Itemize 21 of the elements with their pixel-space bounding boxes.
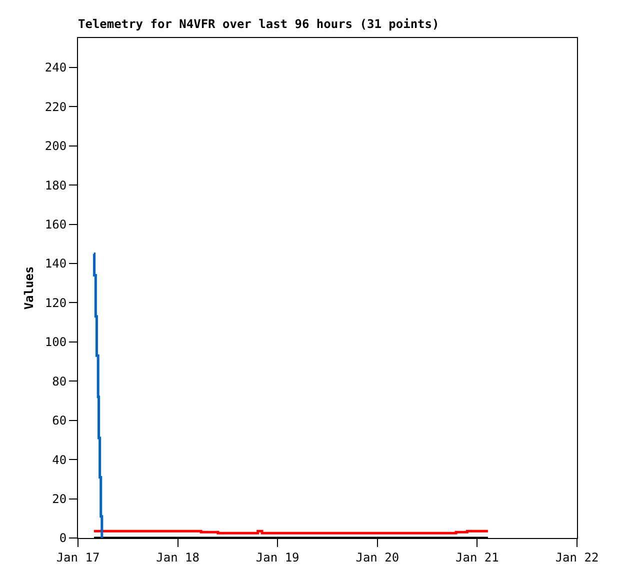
y-tick-label: 60 (52, 414, 67, 428)
y-axis-title: Values (22, 266, 36, 310)
chart-title: Telemetry for N4VFR over last 96 hours (31 points) (78, 17, 440, 32)
y-tick-label: 220 (44, 100, 67, 114)
x-tick-label: Jan 17 (56, 550, 100, 564)
y-tick-label: 40 (52, 452, 67, 467)
y-tick-label: 140 (44, 256, 67, 271)
x-tick-label: Jan 20 (356, 550, 400, 564)
y-tick-label: 0 (59, 531, 67, 546)
x-tick-label: Jan 22 (555, 550, 599, 564)
x-tick-label: Jan 18 (156, 550, 200, 564)
y-tick-label: 20 (52, 492, 67, 506)
x-tick-label: Jan 19 (256, 550, 300, 564)
y-tick-label: 240 (44, 60, 67, 75)
y-tick-label: 160 (44, 217, 67, 232)
y-tick-label: 120 (44, 296, 67, 310)
y-tick-label: 80 (52, 374, 67, 388)
y-tick-label: 180 (44, 178, 67, 192)
y-tick-label: 200 (44, 139, 67, 154)
y-tick-label: 100 (44, 335, 67, 350)
x-tick-label: Jan 21 (456, 550, 499, 564)
